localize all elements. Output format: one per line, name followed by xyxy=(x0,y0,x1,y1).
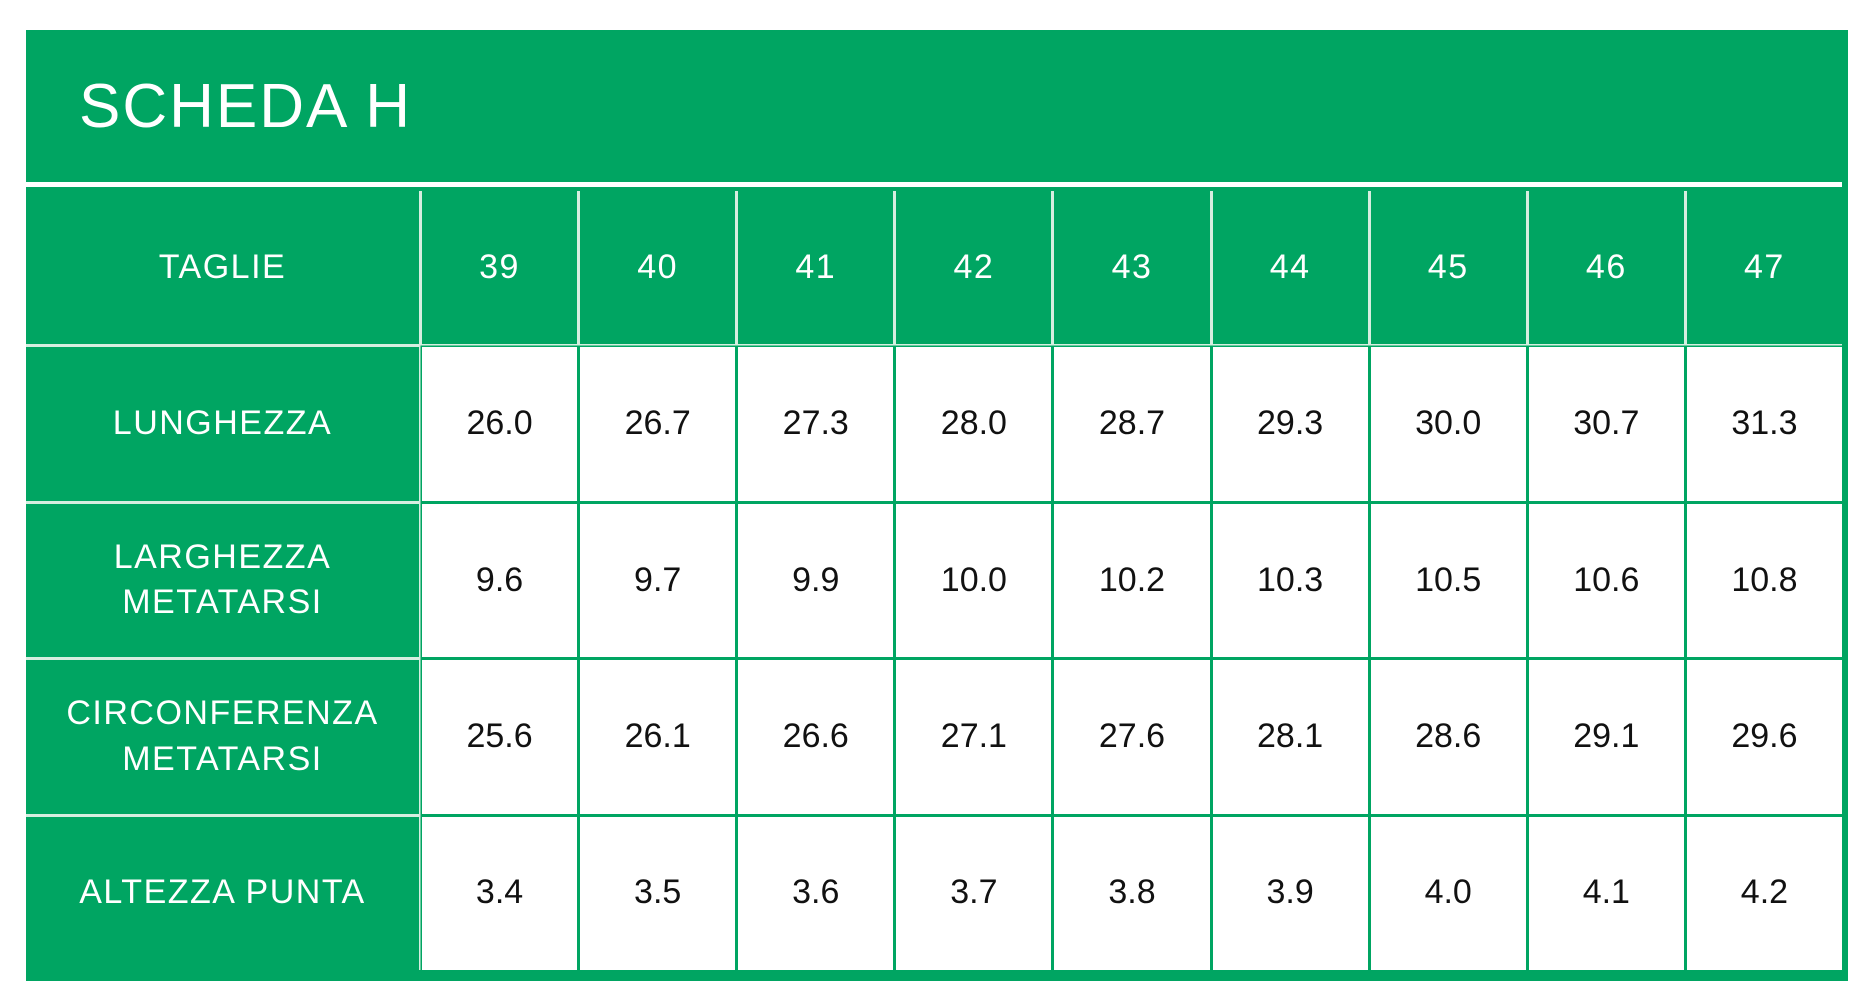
cell-value: 4.0 xyxy=(1370,816,1526,970)
cell-value: 29.6 xyxy=(1686,660,1842,814)
cell-value: 9.7 xyxy=(580,503,736,658)
cell-value: 3.5 xyxy=(580,816,736,970)
cell-value: 10.3 xyxy=(1212,503,1368,658)
separator xyxy=(26,182,1842,187)
title: SCHEDA H xyxy=(79,71,412,141)
cell-value: 31.3 xyxy=(1686,347,1842,501)
cell-value: 3.4 xyxy=(422,816,578,970)
size-header: 39 xyxy=(422,191,578,345)
size-header: 45 xyxy=(1370,191,1526,345)
row-label: LARGHEZZA METATARSI xyxy=(26,503,419,658)
cell-value: 10.5 xyxy=(1370,503,1526,658)
row-label: ALTEZZA PUNTA xyxy=(26,816,419,970)
cell-value: 26.1 xyxy=(580,660,736,814)
cell-value: 9.6 xyxy=(422,503,578,658)
size-header: 42 xyxy=(896,191,1052,345)
cell-value: 3.6 xyxy=(738,816,894,970)
cell-value: 28.0 xyxy=(896,347,1052,501)
cell-value: 25.6 xyxy=(422,660,578,814)
cell-value: 28.6 xyxy=(1370,660,1526,814)
cell-value: 27.1 xyxy=(896,660,1052,814)
size-header: 41 xyxy=(738,191,894,345)
cell-value: 29.1 xyxy=(1528,660,1684,814)
size-chart: SCHEDA H TAGLIE 39 40 41 42 43 44 45 46 47 LUNGHEZ… xyxy=(26,30,1848,981)
cell-value: 10.0 xyxy=(896,503,1052,658)
cell-value: 26.7 xyxy=(580,347,736,501)
cell-value: 4.2 xyxy=(1686,816,1842,970)
cell-value: 3.9 xyxy=(1212,816,1368,970)
cell-value: 27.6 xyxy=(1054,660,1210,814)
cell-value: 4.1 xyxy=(1528,816,1684,970)
size-header: 47 xyxy=(1686,191,1842,345)
cell-value: 26.0 xyxy=(422,347,578,501)
cell-value: 28.1 xyxy=(1212,660,1368,814)
cell-value: 9.9 xyxy=(738,503,894,658)
cell-value: 30.7 xyxy=(1528,347,1684,501)
cell-value: 28.7 xyxy=(1054,347,1210,501)
cell-value: 30.0 xyxy=(1370,347,1526,501)
cell-value: 10.2 xyxy=(1054,503,1210,658)
row-label: CIRCONFERENZA METATARSI xyxy=(26,660,419,814)
cell-value: 27.3 xyxy=(738,347,894,501)
size-header: 43 xyxy=(1054,191,1210,345)
cell-value: 10.8 xyxy=(1686,503,1842,658)
table: TAGLIE 39 40 41 42 43 44 45 46 47 LUNGHEZZA 26.0 26.… xyxy=(26,191,1842,970)
cell-value: 3.8 xyxy=(1054,816,1210,970)
cell-value: 3.7 xyxy=(896,816,1052,970)
cell-value: 26.6 xyxy=(738,660,894,814)
size-header: 46 xyxy=(1528,191,1684,345)
row-label: LUNGHEZZA xyxy=(26,347,419,501)
cell-value: 10.6 xyxy=(1528,503,1684,658)
size-header: 40 xyxy=(580,191,736,345)
size-header: 44 xyxy=(1212,191,1368,345)
cell-value: 29.3 xyxy=(1212,347,1368,501)
column-header: TAGLIE xyxy=(26,191,419,345)
